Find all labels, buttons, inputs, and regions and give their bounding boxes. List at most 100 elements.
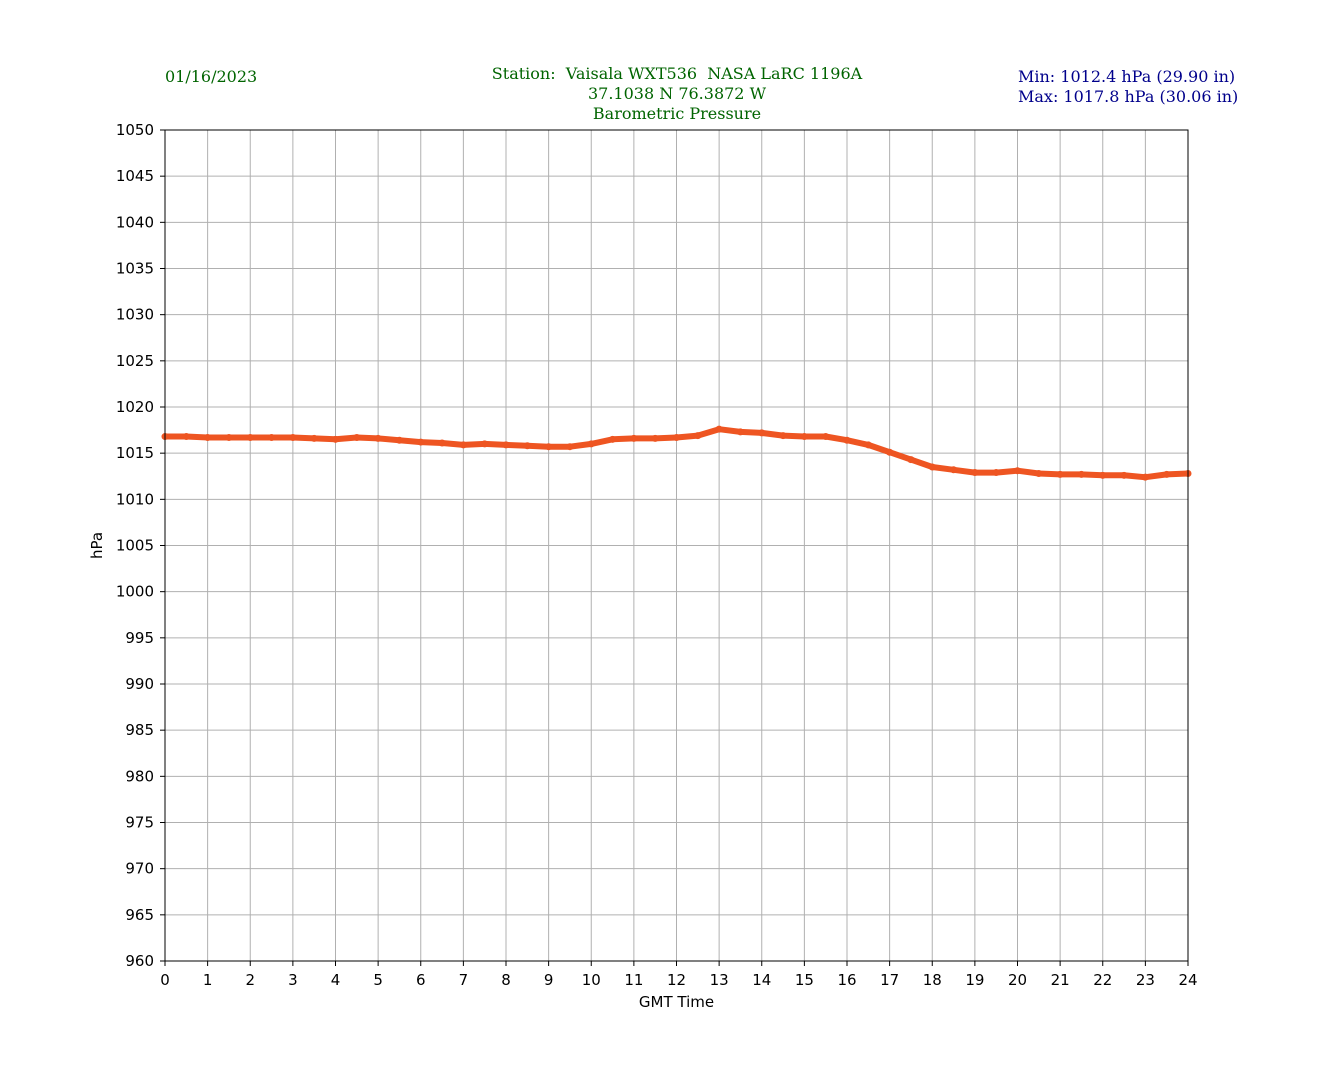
y-tick-label: 995	[125, 629, 154, 647]
grid-lines	[164, 129, 1189, 962]
series-layer	[161, 425, 1192, 481]
x-tick-label: 21	[1051, 971, 1070, 989]
chart-title: Barometric Pressure	[592, 104, 762, 123]
x-tick-label: 7	[459, 971, 469, 989]
pressure-data-point	[694, 432, 702, 440]
x-tick-label: 2	[245, 971, 255, 989]
pressure-data-point	[459, 441, 467, 449]
x-tick-label: 5	[373, 971, 383, 989]
pressure-data-point	[225, 433, 233, 441]
pressure-data-point	[566, 443, 574, 451]
pressure-data-point	[800, 433, 808, 441]
x-axis-ticks: 0 1 2 3 4 5 6 7 8 9 10 11 12 13 14 15 16 17 18 19 20 21 22 23 24	[160, 961, 1198, 989]
pressure-data-point	[928, 463, 936, 471]
x-tick-label: 4	[331, 971, 341, 989]
pressure-data-point	[609, 435, 617, 443]
y-tick-label: 1010	[116, 490, 154, 508]
date-label: 01/16/2023	[165, 67, 258, 86]
x-tick-label: 22	[1093, 971, 1112, 989]
min-value-label: Min: 1012.4 hPa (29.90 in)	[1018, 67, 1236, 86]
pressure-data-point	[758, 429, 766, 437]
chart-title-block: Station: Vaisala WXT536 NASA LaRC 1196A …	[492, 64, 862, 124]
pressure-data-point	[332, 435, 339, 443]
y-tick-label: 1015	[116, 444, 154, 462]
pressure-data-point	[673, 433, 680, 441]
pressure-data-point	[246, 433, 254, 441]
pressure-data-point	[438, 439, 446, 447]
y-tick-label: 1000	[116, 583, 154, 601]
pressure-data-point	[736, 428, 744, 436]
x-tick-label: 10	[582, 971, 601, 989]
pressure-data-point	[843, 436, 851, 444]
pressure-data-point	[886, 448, 894, 456]
x-tick-label: 18	[923, 971, 942, 989]
pressure-data-point	[289, 433, 297, 441]
x-tick-label: 15	[795, 971, 814, 989]
pressure-data-point	[545, 443, 553, 451]
y-tick-label: 970	[125, 860, 154, 878]
pressure-data-point	[1077, 470, 1085, 478]
x-tick-label: 11	[624, 971, 643, 989]
pressure-data-point	[204, 433, 212, 441]
pressure-data-point	[651, 434, 659, 442]
pressure-data-point	[715, 425, 723, 433]
x-tick-label: 3	[288, 971, 298, 989]
min-max-block: Min: 1012.4 hPa (29.90 in) Max: 1017.8 h…	[1018, 67, 1238, 107]
x-tick-label: 16	[837, 971, 856, 989]
pressure-data-point	[353, 433, 361, 441]
y-tick-label: 1030	[116, 306, 154, 324]
pressure-data-point	[523, 442, 531, 450]
y-tick-label: 1050	[116, 121, 154, 139]
x-tick-label: 14	[752, 971, 771, 989]
pressure-data-point	[1120, 471, 1128, 479]
pressure-data-point	[374, 434, 382, 442]
plot-frame	[164, 129, 1189, 962]
max-value-label: Max: 1017.8 hPa (30.06 in)	[1018, 87, 1239, 106]
y-axis-title: hPa	[88, 532, 106, 559]
pressure-data-point	[1056, 470, 1064, 478]
pressure-data-point	[864, 441, 872, 449]
y-tick-label: 1020	[116, 398, 154, 416]
x-tick-label: 6	[416, 971, 426, 989]
y-axis-ticks: 960 965 970 975 980 985 990 995 1000 1005 1010 1015…	[116, 121, 165, 970]
y-tick-label: 980	[125, 767, 154, 785]
y-tick-label: 960	[125, 952, 154, 970]
pressure-data-point	[1163, 470, 1171, 478]
y-tick-label: 1045	[116, 167, 154, 185]
pressure-data-point	[822, 433, 830, 441]
pressure-data-point	[587, 440, 595, 448]
pressure-data-point	[417, 438, 425, 446]
pressure-data-point	[481, 440, 489, 448]
x-tick-label: 23	[1136, 971, 1155, 989]
y-tick-label: 1040	[116, 213, 154, 231]
pressure-data-point	[1141, 473, 1149, 481]
pressure-data-point	[630, 434, 638, 442]
x-tick-label: 20	[1008, 971, 1027, 989]
x-tick-label: 0	[160, 971, 170, 989]
y-tick-label: 965	[125, 906, 154, 924]
x-tick-label: 13	[710, 971, 729, 989]
y-tick-label: 1005	[116, 537, 154, 555]
y-tick-label: 975	[125, 814, 154, 832]
pressure-data-point	[268, 433, 276, 441]
x-tick-label: 17	[880, 971, 899, 989]
coordinates-line: 37.1038 N 76.3872 W	[587, 84, 767, 103]
pressure-data-point	[971, 469, 979, 477]
pressure-data-point	[182, 433, 190, 441]
pressure-data-point	[992, 469, 1000, 477]
pressure-data-point	[310, 434, 318, 442]
pressure-data-point	[907, 456, 915, 464]
x-tick-label: 9	[544, 971, 554, 989]
pressure-data-point	[1035, 469, 1043, 477]
y-tick-label: 1035	[116, 260, 154, 278]
x-tick-label: 8	[501, 971, 511, 989]
x-tick-label: 24	[1178, 971, 1197, 989]
pressure-data-point	[395, 436, 403, 444]
x-axis-title: GMT Time	[639, 993, 714, 1011]
x-tick-label: 12	[667, 971, 686, 989]
x-tick-label: 1	[203, 971, 213, 989]
pressure-data-point	[502, 441, 510, 449]
y-tick-label: 985	[125, 721, 154, 739]
pressure-data-point	[950, 466, 958, 474]
